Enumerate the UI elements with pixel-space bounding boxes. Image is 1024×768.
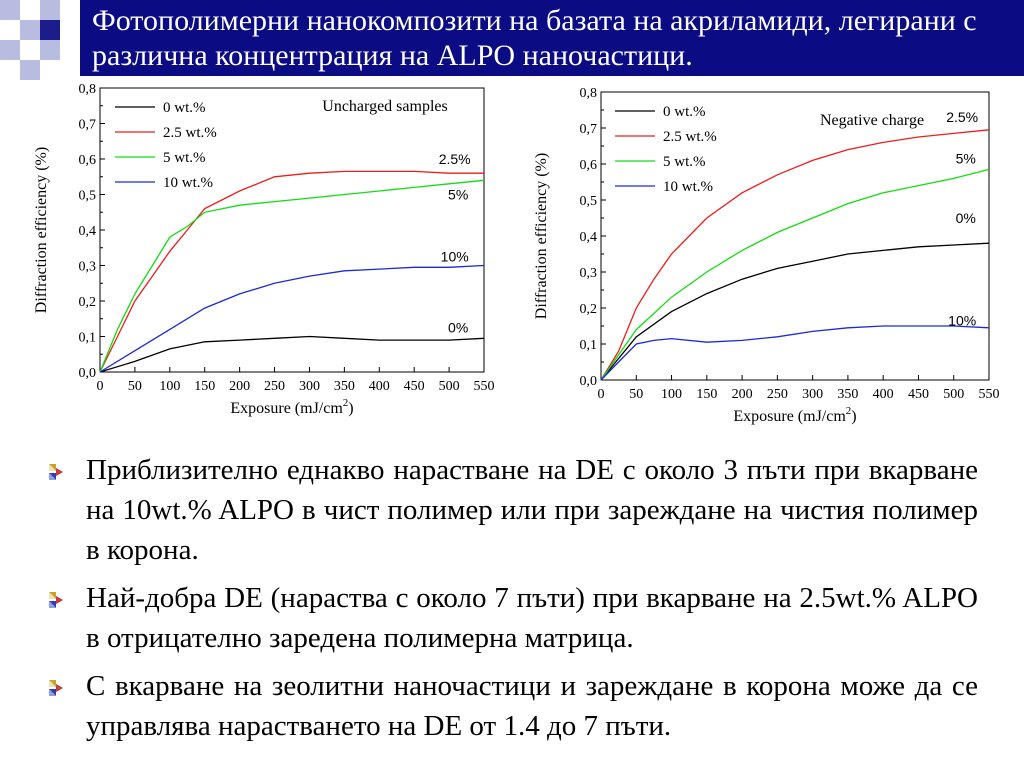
- y-tick-label: 0,8: [580, 86, 598, 101]
- bullet-arrow-icon: [49, 592, 63, 608]
- series-line: [99, 170, 484, 373]
- x-tick-label: 50: [629, 387, 643, 402]
- chart-negative-charge: 0,0 0,1 0,2 0,3 0,4 0,5 0,6 0,7 0,8 0 50 100 150 200 2…: [533, 86, 1000, 425]
- series-line: [99, 264, 485, 373]
- x-tick-label: 250: [264, 379, 285, 394]
- chart-title: Uncharged samples: [322, 98, 447, 115]
- title-bar: [80, 0, 1024, 76]
- x-tick-label: 200: [732, 387, 753, 402]
- legend-label: 0 wt.%: [663, 104, 706, 120]
- y-tick-label: 0,0: [79, 366, 97, 381]
- x-tick-label: 250: [767, 387, 788, 402]
- x-tick-label: 400: [369, 379, 390, 394]
- y-axis-label: Diffraction efficiency (%): [533, 153, 550, 319]
- series-annotation: 2.5%: [946, 109, 978, 125]
- y-tick-label: 0,2: [580, 302, 598, 317]
- x-tick-label: 550: [474, 379, 495, 394]
- legend-label: 2.5 wt.%: [163, 125, 217, 141]
- series-annotation: 5%: [448, 187, 468, 203]
- legend-label: 10 wt.%: [663, 179, 713, 195]
- x-tick-label: 550: [979, 387, 1000, 402]
- deco-square: [0, 0, 20, 20]
- deco-square: [40, 40, 60, 60]
- series-line: [600, 325, 990, 381]
- x-tick-label: 400: [873, 387, 894, 402]
- y-tick-label: 0,7: [580, 122, 598, 137]
- deco-square: [0, 40, 20, 60]
- y-tick-label: 0,1: [580, 338, 598, 353]
- series-line: [600, 242, 990, 381]
- y-tick-label: 0,0: [580, 374, 598, 389]
- bullet-text: С вкарване на зеолитни наночастици и зар…: [86, 670, 978, 742]
- y-tick-label: 0,8: [79, 82, 97, 97]
- bullet-item: Приблизително еднакво нарастване на DE с…: [46, 450, 978, 570]
- plot-frame: [99, 87, 485, 373]
- deco-square: [20, 20, 40, 40]
- bullet-arrow-icon: [49, 680, 63, 696]
- bullet-item: Най-добра DE (нараства с около 7 пъти) п…: [46, 578, 978, 658]
- series-annotation: 0%: [956, 210, 976, 226]
- x-tick-label: 200: [229, 379, 250, 394]
- slide-title: Фотополимерни нанокомпозити на базата на…: [92, 4, 977, 72]
- x-tick-label: 0: [598, 387, 605, 402]
- x-tick-label: 350: [837, 387, 858, 402]
- series-line: [99, 179, 485, 373]
- x-tick-label: 350: [334, 379, 355, 394]
- series-annotation: 0%: [448, 320, 468, 336]
- deco-square: [20, 0, 40, 20]
- y-axis-label: Diffraction efficiency (%): [33, 147, 50, 313]
- x-tick-label: 100: [661, 387, 682, 402]
- decorative-squares: [0, 0, 60, 80]
- x-axis-label: Exposure (mJ/cm2): [733, 405, 856, 425]
- x-tick-label: 300: [299, 379, 320, 394]
- y-tick-label: 0,4: [79, 224, 97, 239]
- y-tick-label: 0,3: [79, 260, 97, 275]
- y-tick-label: 0,4: [580, 230, 598, 245]
- deco-square: [40, 0, 60, 20]
- bullet-text: Приблизително еднакво нарастване на DE с…: [86, 454, 978, 566]
- legend-label: 2.5 wt.%: [663, 129, 717, 145]
- x-tick-label: 150: [696, 387, 717, 402]
- y-tick-label: 0,6: [580, 158, 598, 173]
- x-tick-label: 0: [97, 379, 104, 394]
- y-tick-label: 0,6: [79, 153, 97, 168]
- series-annotation: 10%: [441, 249, 469, 265]
- chart-title: Negative charge: [820, 112, 924, 129]
- x-tick-label: 300: [802, 387, 823, 402]
- chart-uncharged: 0,0 0,1 0,2 0,3 0,4 0,5 0,6 0,7 0,8 0 50 100 150 200 2…: [33, 82, 495, 417]
- series-annotation: 5%: [956, 151, 976, 167]
- x-tick-label: 500: [439, 379, 460, 394]
- legend-label: 0 wt.%: [163, 100, 206, 116]
- x-tick-label: 500: [943, 387, 964, 402]
- y-tick-label: 0,5: [580, 194, 598, 209]
- bullet-list: Приблизително еднакво нарастване на DE с…: [46, 450, 978, 754]
- legend-label: 10 wt.%: [163, 175, 213, 191]
- series-line: [600, 129, 990, 381]
- series-line: [99, 335, 485, 373]
- x-axis-label: Exposure (mJ/cm2): [230, 397, 353, 417]
- y-tick-label: 0,1: [79, 331, 97, 346]
- y-tick-label: 0,2: [79, 295, 97, 310]
- legend-label: 5 wt.%: [163, 150, 206, 166]
- bullet-item: С вкарване на зеолитни наночастици и зар…: [46, 666, 978, 746]
- x-tick-label: 50: [128, 379, 142, 394]
- deco-square: [20, 60, 40, 80]
- bullet-text: Най-добра DE (нараства с около 7 пъти) п…: [86, 582, 978, 654]
- legend-label: 5 wt.%: [663, 154, 706, 170]
- series-annotation: 10%: [948, 313, 976, 329]
- series-line: [600, 168, 990, 381]
- x-tick-label: 150: [194, 379, 215, 394]
- y-tick-label: 0,7: [79, 118, 97, 133]
- series-annotation: 2.5%: [439, 151, 471, 167]
- y-tick-label: 0,3: [580, 266, 598, 281]
- x-tick-label: 100: [159, 379, 180, 394]
- deco-square: [40, 20, 60, 40]
- y-tick-label: 0,5: [79, 189, 97, 204]
- bullet-arrow-icon: [49, 464, 63, 480]
- x-tick-label: 450: [908, 387, 929, 402]
- x-tick-label: 450: [404, 379, 425, 394]
